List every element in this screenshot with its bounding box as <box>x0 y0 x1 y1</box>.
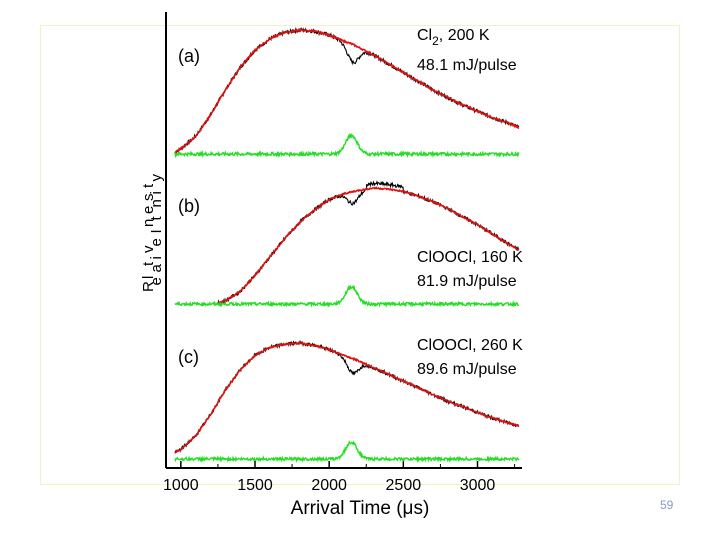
y-label-char: a <box>148 264 165 273</box>
y-axis-label: Relative Intensity <box>140 174 165 293</box>
panel-3: (c) ClOOCl, 260 K 89.6 mJ/pulse <box>174 337 523 464</box>
y-label-char <box>140 236 157 240</box>
y-label-char: i <box>148 191 165 194</box>
difference-line <box>174 440 520 464</box>
y-label-char: l <box>140 276 157 279</box>
y-label-char: n <box>140 219 157 227</box>
fit-line <box>217 186 520 305</box>
panel-annotation-energy: 81.9 mJ/pulse <box>417 273 517 290</box>
y-label-char: s <box>140 194 157 202</box>
y-label-char: n <box>148 199 165 207</box>
fit-line <box>174 341 520 454</box>
panel-annotation-species: ClOOCl, 160 K <box>417 249 523 266</box>
panel-2: (b) ClOOCl, 160 K 81.9 mJ/pulse <box>174 179 523 309</box>
y-label-char: t <box>140 183 157 188</box>
panel-annotation-species: Cl2, 200 K <box>417 27 490 48</box>
panel-annotation-energy: 48.1 mJ/pulse <box>417 57 517 74</box>
x-tick-label: 2000 <box>311 477 347 494</box>
y-label-char: e <box>148 277 165 285</box>
slide-frame <box>40 25 680 485</box>
x-tick-label: 2500 <box>386 477 422 494</box>
y-label-char: e <box>148 238 165 246</box>
y-axis-label-text: Relative Intensity <box>140 174 165 293</box>
x-tick-label: 1000 <box>163 477 199 494</box>
y-label-char: v <box>140 245 157 253</box>
y-label-char: t <box>140 261 157 266</box>
panel-label: (a) <box>178 46 200 66</box>
panel-label: (c) <box>178 347 199 367</box>
fit-line <box>174 28 520 154</box>
x-tick-label: 3000 <box>460 477 496 494</box>
panel-annotation-species: ClOOCl, 260 K <box>417 337 523 354</box>
x-tick-label: 1500 <box>237 477 273 494</box>
difference-line <box>174 132 520 159</box>
y-label-char: t <box>148 216 165 221</box>
data-line <box>174 339 520 453</box>
slide-number: 59 <box>660 498 674 512</box>
x-axis-label: Arrival Time (μs) <box>291 498 430 519</box>
panel-label: (b) <box>178 196 200 216</box>
y-label-char: e <box>140 206 157 214</box>
y-label-char: I <box>148 229 165 233</box>
y-label-char: i <box>148 256 165 259</box>
y-label-char: R <box>140 281 157 292</box>
y-label-char: y <box>148 174 165 182</box>
x-ticks: 1000 1500 2000 2500 3000 <box>163 461 516 494</box>
panel-1: (a) Cl2, 200 K 48.1 mJ/pulse <box>174 26 520 159</box>
panels: (a) Cl2, 200 K 48.1 mJ/pulse (b) ClOOCl, 160… <box>174 26 523 464</box>
panel-annotation-energy: 89.6 mJ/pulse <box>417 361 517 378</box>
difference-line <box>174 284 520 309</box>
data-line <box>174 26 520 155</box>
